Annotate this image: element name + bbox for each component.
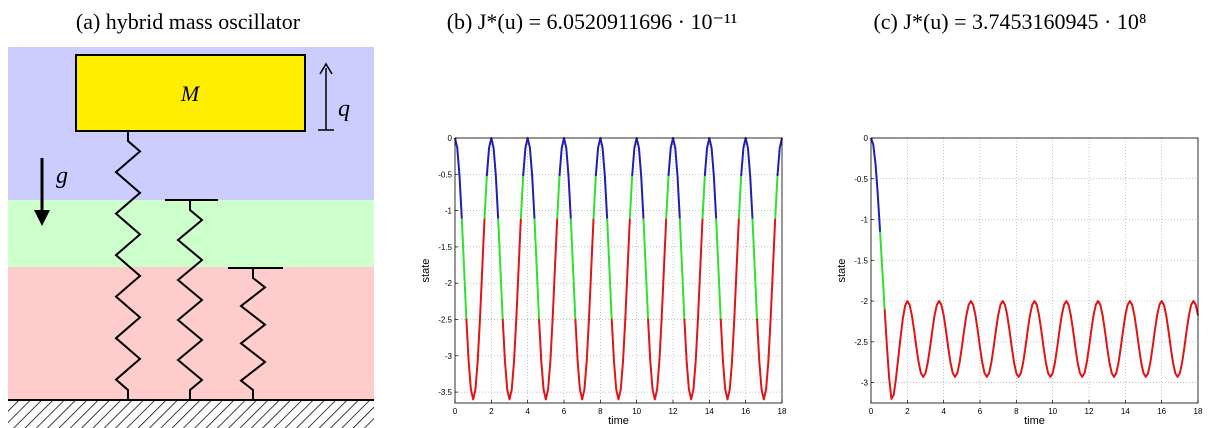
x-tick-label: 2: [489, 407, 494, 416]
y-tick-label: -2.5: [854, 338, 868, 347]
line-series: [454, 137, 783, 219]
chart: (b) J*(u) = 6.0520911696 · 10⁻¹¹ 0 2 4 6 8 10 1…: [420, 9, 787, 427]
x-tick-label: 12: [1085, 407, 1094, 416]
oscillator-diagram: (a) hybrid mass oscillator M q g: [8, 9, 374, 428]
line-series: [870, 137, 882, 232]
x-axis-label: time: [608, 415, 629, 427]
plot-area: [871, 138, 1198, 403]
caption: (a) hybrid mass oscillator: [76, 9, 301, 34]
x-tick-label: 2: [905, 407, 910, 416]
y-tick-label: -2.5: [438, 316, 452, 325]
x-tick-label: 12: [669, 407, 678, 416]
x-tick-label: 10: [1048, 407, 1057, 416]
q-label: q: [338, 96, 350, 122]
x-tick-label: 18: [778, 407, 787, 416]
mass-label: M: [180, 81, 201, 106]
spring: [176, 200, 204, 400]
mass: [75, 54, 306, 132]
x-tick-label: 18: [1194, 407, 1203, 416]
chart-title: (b) J*(u) = 6.0520911696 · 10⁻¹¹: [447, 9, 738, 34]
line-series: [883, 300, 1199, 400]
chart: (c) J*(u) = 3.7453160945 · 10⁸ 0 2 4 6 8 10 12 1…: [836, 9, 1203, 427]
x-tick-label: 14: [705, 407, 714, 416]
y-tick-label: -1.5: [854, 256, 868, 265]
axes-frame: [454, 137, 783, 404]
y-tick-label: -2: [445, 279, 453, 288]
y-tick-label: -0.5: [438, 170, 452, 179]
region-red: [8, 267, 374, 400]
q-arrowhead: [319, 62, 333, 75]
x-tick-label: 4: [941, 407, 946, 416]
y-tick-label: -3.5: [438, 388, 452, 397]
g-arrowhead: [34, 210, 50, 226]
y-tick-label: -1.5: [438, 243, 452, 252]
x-tick-label: 0: [869, 407, 874, 416]
line-series: [460, 176, 779, 319]
x-tick-label: 4: [525, 407, 530, 416]
x-tick-label: 10: [632, 407, 641, 416]
axes-frame: [870, 137, 1199, 404]
y-tick-label: -1: [861, 216, 869, 225]
x-tick-label: 8: [598, 407, 603, 416]
x-tick-label: 6: [562, 407, 567, 416]
spring: [239, 268, 267, 400]
x-tick-label: 0: [453, 407, 458, 416]
y-tick-label: 0: [864, 134, 869, 143]
y-tick-label: -3: [861, 379, 869, 388]
plot-area: [455, 138, 782, 403]
y-tick-label: 0: [448, 134, 453, 143]
y-tick-label: -3: [445, 352, 453, 361]
chart-title: (c) J*(u) = 3.7453160945 · 10⁸: [873, 9, 1146, 34]
y-axis-label: state: [420, 259, 432, 283]
y-tick-label: -0.5: [854, 175, 868, 184]
x-axis-label: time: [1024, 415, 1045, 427]
x-tick-label: 14: [1121, 407, 1130, 416]
g-label: g: [56, 163, 68, 189]
y-axis-label: state: [836, 259, 848, 283]
ground: [8, 400, 374, 428]
x-tick-label: 8: [1014, 407, 1019, 416]
y-tick-label: -2: [861, 297, 869, 306]
x-tick-label: 16: [1157, 407, 1166, 416]
x-tick-label: 6: [978, 407, 983, 416]
line-series: [879, 231, 886, 310]
line-series: [465, 218, 777, 401]
y-tick-label: -1: [445, 207, 453, 216]
spring: [114, 131, 142, 400]
x-tick-label: 16: [741, 407, 750, 416]
